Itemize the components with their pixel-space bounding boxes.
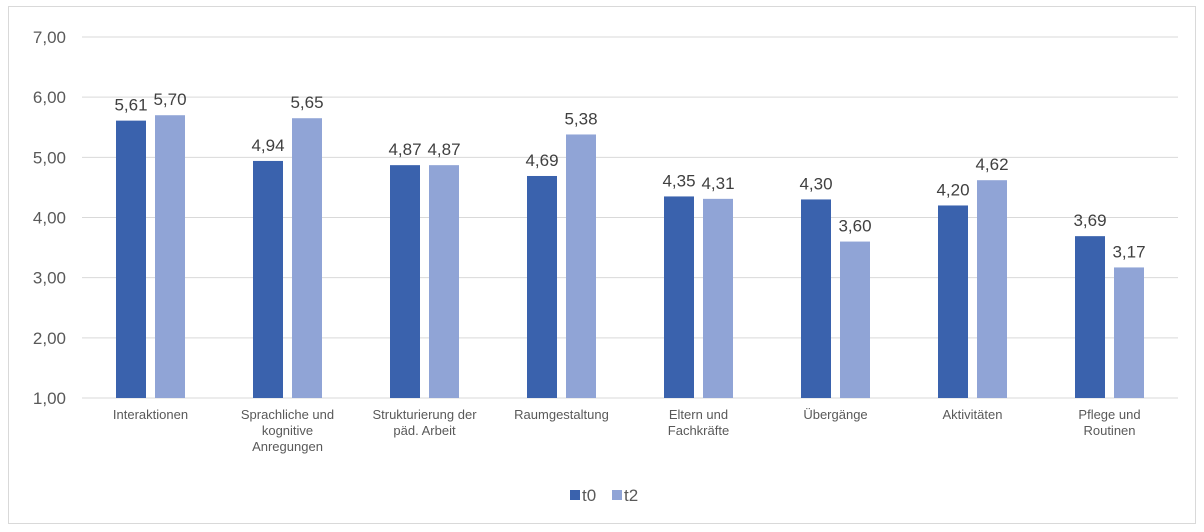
x-category-label: Strukturierung der [372, 407, 477, 422]
bars [116, 115, 1144, 399]
y-tick-label: 1,00 [33, 389, 66, 408]
x-category-label: Fachkräfte [668, 423, 729, 438]
data-label-t2: 5,70 [153, 90, 186, 109]
x-category-label: Routinen [1083, 423, 1135, 438]
data-label-t2: 4,62 [975, 155, 1008, 174]
x-category-label: Raumgestaltung [514, 407, 609, 422]
bar-t2 [155, 115, 185, 398]
x-category-label: päd. Arbeit [393, 423, 456, 438]
data-label-t0: 4,30 [799, 174, 832, 193]
bar-t0 [527, 175, 557, 398]
data-label-t2: 3,17 [1112, 242, 1145, 261]
data-label-t0: 3,69 [1073, 211, 1106, 230]
bar-t2 [292, 118, 322, 398]
bar-t0 [253, 160, 283, 398]
x-category-label: Aktivitäten [943, 407, 1003, 422]
x-category-label: kognitive [262, 423, 313, 438]
y-tick-label: 7,00 [33, 28, 66, 47]
x-axis-categories: Interaktionen Sprachliche undkognitiveAnr… [113, 407, 1141, 454]
legend-swatch-t2 [612, 490, 622, 500]
bar-t0 [664, 196, 694, 398]
x-category-label: Interaktionen [113, 407, 188, 422]
data-label-t2: 3,60 [838, 217, 871, 236]
bar-t2 [1114, 267, 1144, 398]
bar-t2 [703, 198, 733, 398]
bar-t2 [429, 165, 459, 398]
y-tick-label: 3,00 [33, 269, 66, 288]
bar-t0 [390, 165, 420, 398]
x-category-label: Pflege und [1078, 407, 1140, 422]
legend-label-t2: t2 [624, 486, 638, 505]
data-label-t0: 4,69 [525, 151, 558, 170]
y-axis-ticks: 1,00 2,00 3,00 4,00 5,00 6,00 7,00 [33, 28, 66, 408]
x-category-label: Sprachliche und [241, 407, 334, 422]
data-label-t0: 4,20 [936, 180, 969, 199]
data-label-t2: 4,87 [427, 140, 460, 159]
data-label-t2: 4,31 [701, 174, 734, 193]
legend-label-t0: t0 [582, 486, 596, 505]
data-label-t0: 4,87 [388, 140, 421, 159]
bar-t0 [801, 199, 831, 398]
x-category-label: Eltern und [669, 407, 728, 422]
data-label-t0: 5,61 [114, 96, 147, 115]
y-tick-label: 2,00 [33, 329, 66, 348]
y-tick-label: 4,00 [33, 209, 66, 228]
y-tick-label: 6,00 [33, 88, 66, 107]
data-labels: 5,61 5,70 4,94 5,65 4,87 4,87 4,69 5,38 4,35 4,31… [114, 90, 1145, 261]
x-category-label: Übergänge [803, 407, 867, 422]
bar-t2 [840, 241, 870, 398]
data-label-t2: 5,38 [564, 109, 597, 128]
bar-t0 [1075, 236, 1105, 398]
x-category-label: Anregungen [252, 439, 323, 454]
bar-t0 [938, 205, 968, 398]
data-label-t0: 4,94 [251, 136, 284, 155]
legend-swatch-t0 [570, 490, 580, 500]
bar-t2 [977, 180, 1007, 398]
legend: t0 t2 [570, 486, 638, 505]
bar-t2 [566, 134, 596, 398]
bar-t0 [116, 120, 146, 399]
data-label-t2: 5,65 [290, 93, 323, 112]
y-tick-label: 5,00 [33, 148, 66, 167]
gridlines [82, 36, 1178, 399]
data-label-t0: 4,35 [662, 171, 695, 190]
